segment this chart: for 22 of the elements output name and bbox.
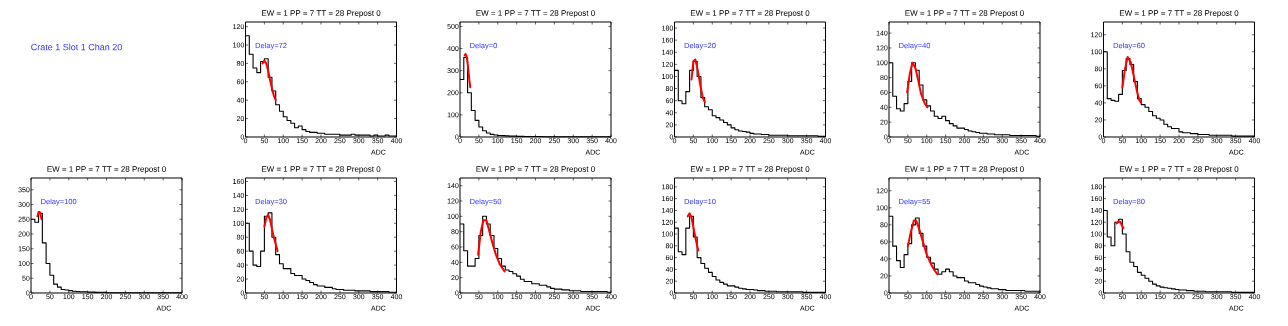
chart-title: EW = 1 PP = 7 TT = 28 Prepost 0 <box>905 10 1024 18</box>
chart-title: EW = 1 PP = 7 TT = 28 Prepost 0 <box>1119 10 1239 18</box>
text: Crate 1 Slot 1 Chan 20 <box>31 43 122 51</box>
line-series <box>1121 55 1143 104</box>
chart-title: EW = 1 PP = 7 TT = 28 Prepost 0 <box>690 10 810 18</box>
chart-title: EW = 1 PP = 7 TT = 28 Prepost 0 <box>1119 166 1239 174</box>
chart-title: EW = 1 PP = 7 TT = 28 Prepost 0 <box>261 10 381 18</box>
chart-title: EW = 1 PP = 7 TT = 28 Prepost 0 <box>905 166 1024 174</box>
line-series <box>263 213 279 253</box>
line-series <box>906 219 939 276</box>
line-series <box>690 58 706 103</box>
line-series <box>261 59 277 102</box>
chart-title: EW = 1 PP = 7 TT = 28 Prepost 0 <box>476 10 595 18</box>
line-series <box>686 212 700 252</box>
chart-title: EW = 1 PP = 7 TT = 28 Prepost 0 <box>476 166 595 174</box>
line-series <box>463 53 472 89</box>
chart-title: EW = 1 PP = 7 TT = 28 Prepost 0 <box>47 166 166 174</box>
line-series <box>36 210 43 221</box>
chart-title: EW = 1 PP = 7 TT = 28 Prepost 0 <box>690 166 810 174</box>
chart-title: EW = 1 PP = 7 TT = 28 Prepost 0 <box>261 166 381 174</box>
line-series <box>1115 220 1125 230</box>
line-series <box>906 61 929 109</box>
